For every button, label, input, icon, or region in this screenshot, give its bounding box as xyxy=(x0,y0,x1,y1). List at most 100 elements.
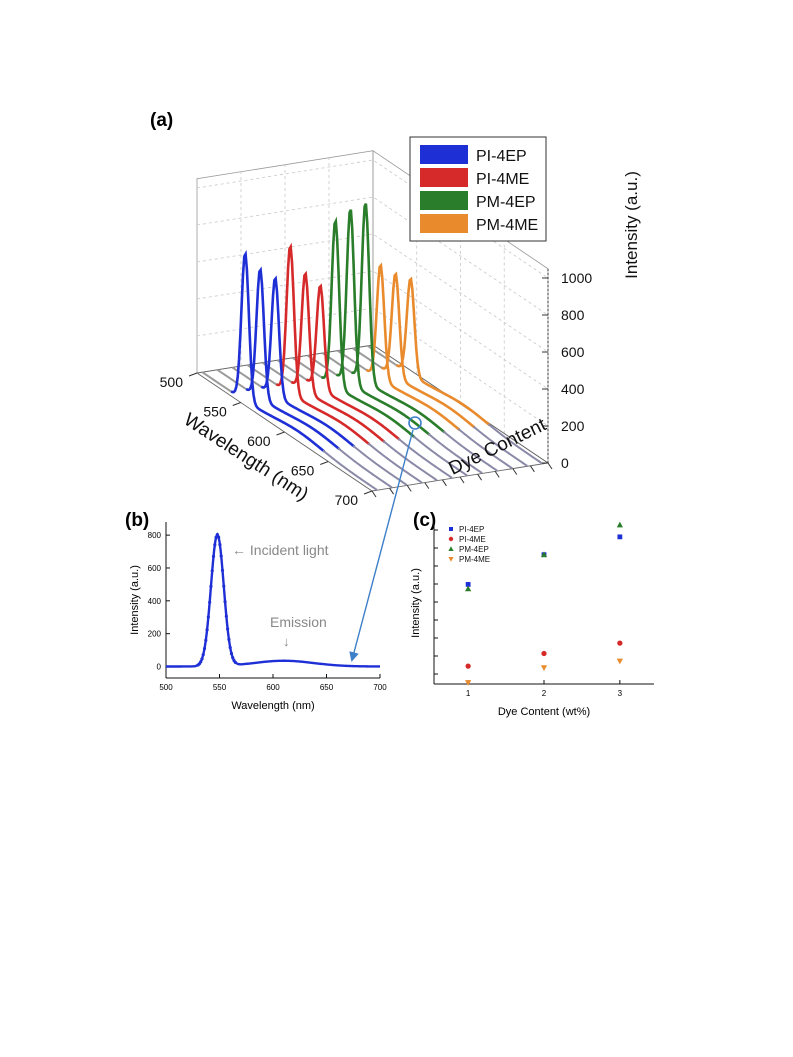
spectrum-pi-4ep xyxy=(230,249,326,453)
spectrum-tail xyxy=(322,449,378,491)
x-tick xyxy=(363,490,373,495)
spectrum-baseline xyxy=(216,368,249,391)
panel-label-b: (b) xyxy=(125,510,149,531)
grid-line xyxy=(196,196,549,316)
point-pm-4me xyxy=(616,658,623,665)
data-point xyxy=(205,628,209,632)
point-pi-4ep xyxy=(465,582,471,587)
legend-label: PM-4ME xyxy=(459,555,490,564)
spectrum-pi-4me xyxy=(290,270,386,443)
annotation-emission: Emission xyxy=(270,614,327,630)
spectrum-baseline xyxy=(201,371,234,394)
spectrum-tail xyxy=(457,428,513,470)
x-tick-label: 2 xyxy=(542,689,547,698)
data-point xyxy=(214,535,218,539)
x-tick-label: 500 xyxy=(160,374,184,390)
x-tick xyxy=(320,461,329,465)
legend-swatch-pi-4me xyxy=(420,168,468,187)
legend-marker-pi-4ep xyxy=(449,527,453,531)
spectrum-tail xyxy=(337,447,393,489)
depth-tick xyxy=(494,471,500,478)
spectrum-pi-4me xyxy=(305,283,401,441)
data-point xyxy=(199,660,203,664)
annotation-incident-light: ← Incident light xyxy=(232,542,329,558)
z-tick-label: 400 xyxy=(561,381,585,397)
x-tick-label: 700 xyxy=(335,492,359,508)
spectrum-pm-4me xyxy=(395,276,491,427)
data-point xyxy=(231,656,235,660)
data-point xyxy=(224,614,228,618)
grid-line xyxy=(196,233,549,353)
data-point xyxy=(204,638,208,642)
depth-tick xyxy=(406,485,412,492)
x-tick xyxy=(232,402,241,406)
x-tick-label: 1 xyxy=(466,689,471,698)
depth-tick xyxy=(529,465,535,473)
x-axis-label: Dye Content (wt%) xyxy=(498,706,590,718)
spectrum-tail xyxy=(442,430,498,472)
z-tick-label: 0 xyxy=(561,455,569,471)
panel-a-waterfall-chart: 0 200 400 600 800 1000 Intensity (a.u.) 500 550 6… xyxy=(160,136,641,508)
data-point xyxy=(213,543,217,547)
point-pi-4me xyxy=(541,650,547,657)
data-point xyxy=(211,554,216,559)
legend-marker-pi-4me xyxy=(448,536,454,542)
legend-label: PI-4EP xyxy=(476,148,527,165)
depth-tick xyxy=(459,476,465,484)
legend-label: PI-4ME xyxy=(476,171,529,188)
spectrum-tail xyxy=(472,425,528,467)
point-pi-4me xyxy=(617,640,623,646)
data-point xyxy=(222,584,226,588)
point-pm-4ep xyxy=(540,551,548,558)
spectrum-pi-4ep xyxy=(245,266,341,451)
depth-tick xyxy=(547,462,553,470)
data-point xyxy=(218,543,222,547)
data-point xyxy=(233,660,237,664)
y-tick-label: 400 xyxy=(148,597,162,606)
data-point xyxy=(217,535,221,539)
zoom-connector xyxy=(349,416,422,662)
data-point xyxy=(210,569,214,573)
data-point xyxy=(229,651,234,656)
y-tick-label: 600 xyxy=(148,564,162,573)
legend-label: PM-4EP xyxy=(459,545,489,554)
spectrum-pi-4ep xyxy=(260,275,356,448)
data-point xyxy=(227,637,231,642)
data-point xyxy=(201,653,205,657)
zoom-circle xyxy=(408,416,422,430)
point-pi-4me xyxy=(465,663,471,669)
depth-tick xyxy=(441,479,447,487)
data-point xyxy=(209,584,213,589)
panel-b-spectrum-chart: 500 550 600 650 700 0 200 400 600 800 Wavelength (… xyxy=(129,522,387,712)
legend-marker-pm-4me xyxy=(448,557,454,562)
grid-line xyxy=(196,307,549,427)
z-axis-label: Intensity (a.u.) xyxy=(622,171,641,279)
legend-swatch-pi-4ep xyxy=(420,145,468,164)
x-tick-label: 700 xyxy=(373,683,387,692)
legend-swatch-pm-4ep xyxy=(420,191,468,210)
legend-marker-pm-4ep xyxy=(448,546,454,551)
depth-tick xyxy=(512,468,518,475)
spectrum-tail xyxy=(487,423,543,465)
depth-tick xyxy=(389,487,395,495)
legend-swatch-pm-4me xyxy=(420,214,468,233)
spectrum-pm-4ep xyxy=(320,216,416,439)
z-tick-label: 1000 xyxy=(561,270,592,286)
panel-c-scatter-chart: 1 2 3 Dye Content (wt%) Intensity (a.u.) PI-4… xyxy=(410,521,654,718)
spectrum-pm-4me xyxy=(380,271,476,429)
x-tick-label: 500 xyxy=(159,683,173,692)
annotation-down-arrow: ↓ xyxy=(283,634,290,649)
depth-tick xyxy=(477,473,483,481)
data-point xyxy=(208,600,212,604)
legend-label: PI-4EP xyxy=(459,525,484,534)
spectrum-tail xyxy=(397,437,453,479)
x-tick xyxy=(188,372,198,377)
point-pi-4ep xyxy=(617,534,623,540)
x-tick-label: 3 xyxy=(618,689,623,698)
spectrum-tail xyxy=(427,432,483,474)
spectrum-tail xyxy=(382,440,438,482)
data-point xyxy=(223,600,227,604)
spectrum-pm-4ep xyxy=(350,203,446,434)
data-point xyxy=(219,554,223,558)
